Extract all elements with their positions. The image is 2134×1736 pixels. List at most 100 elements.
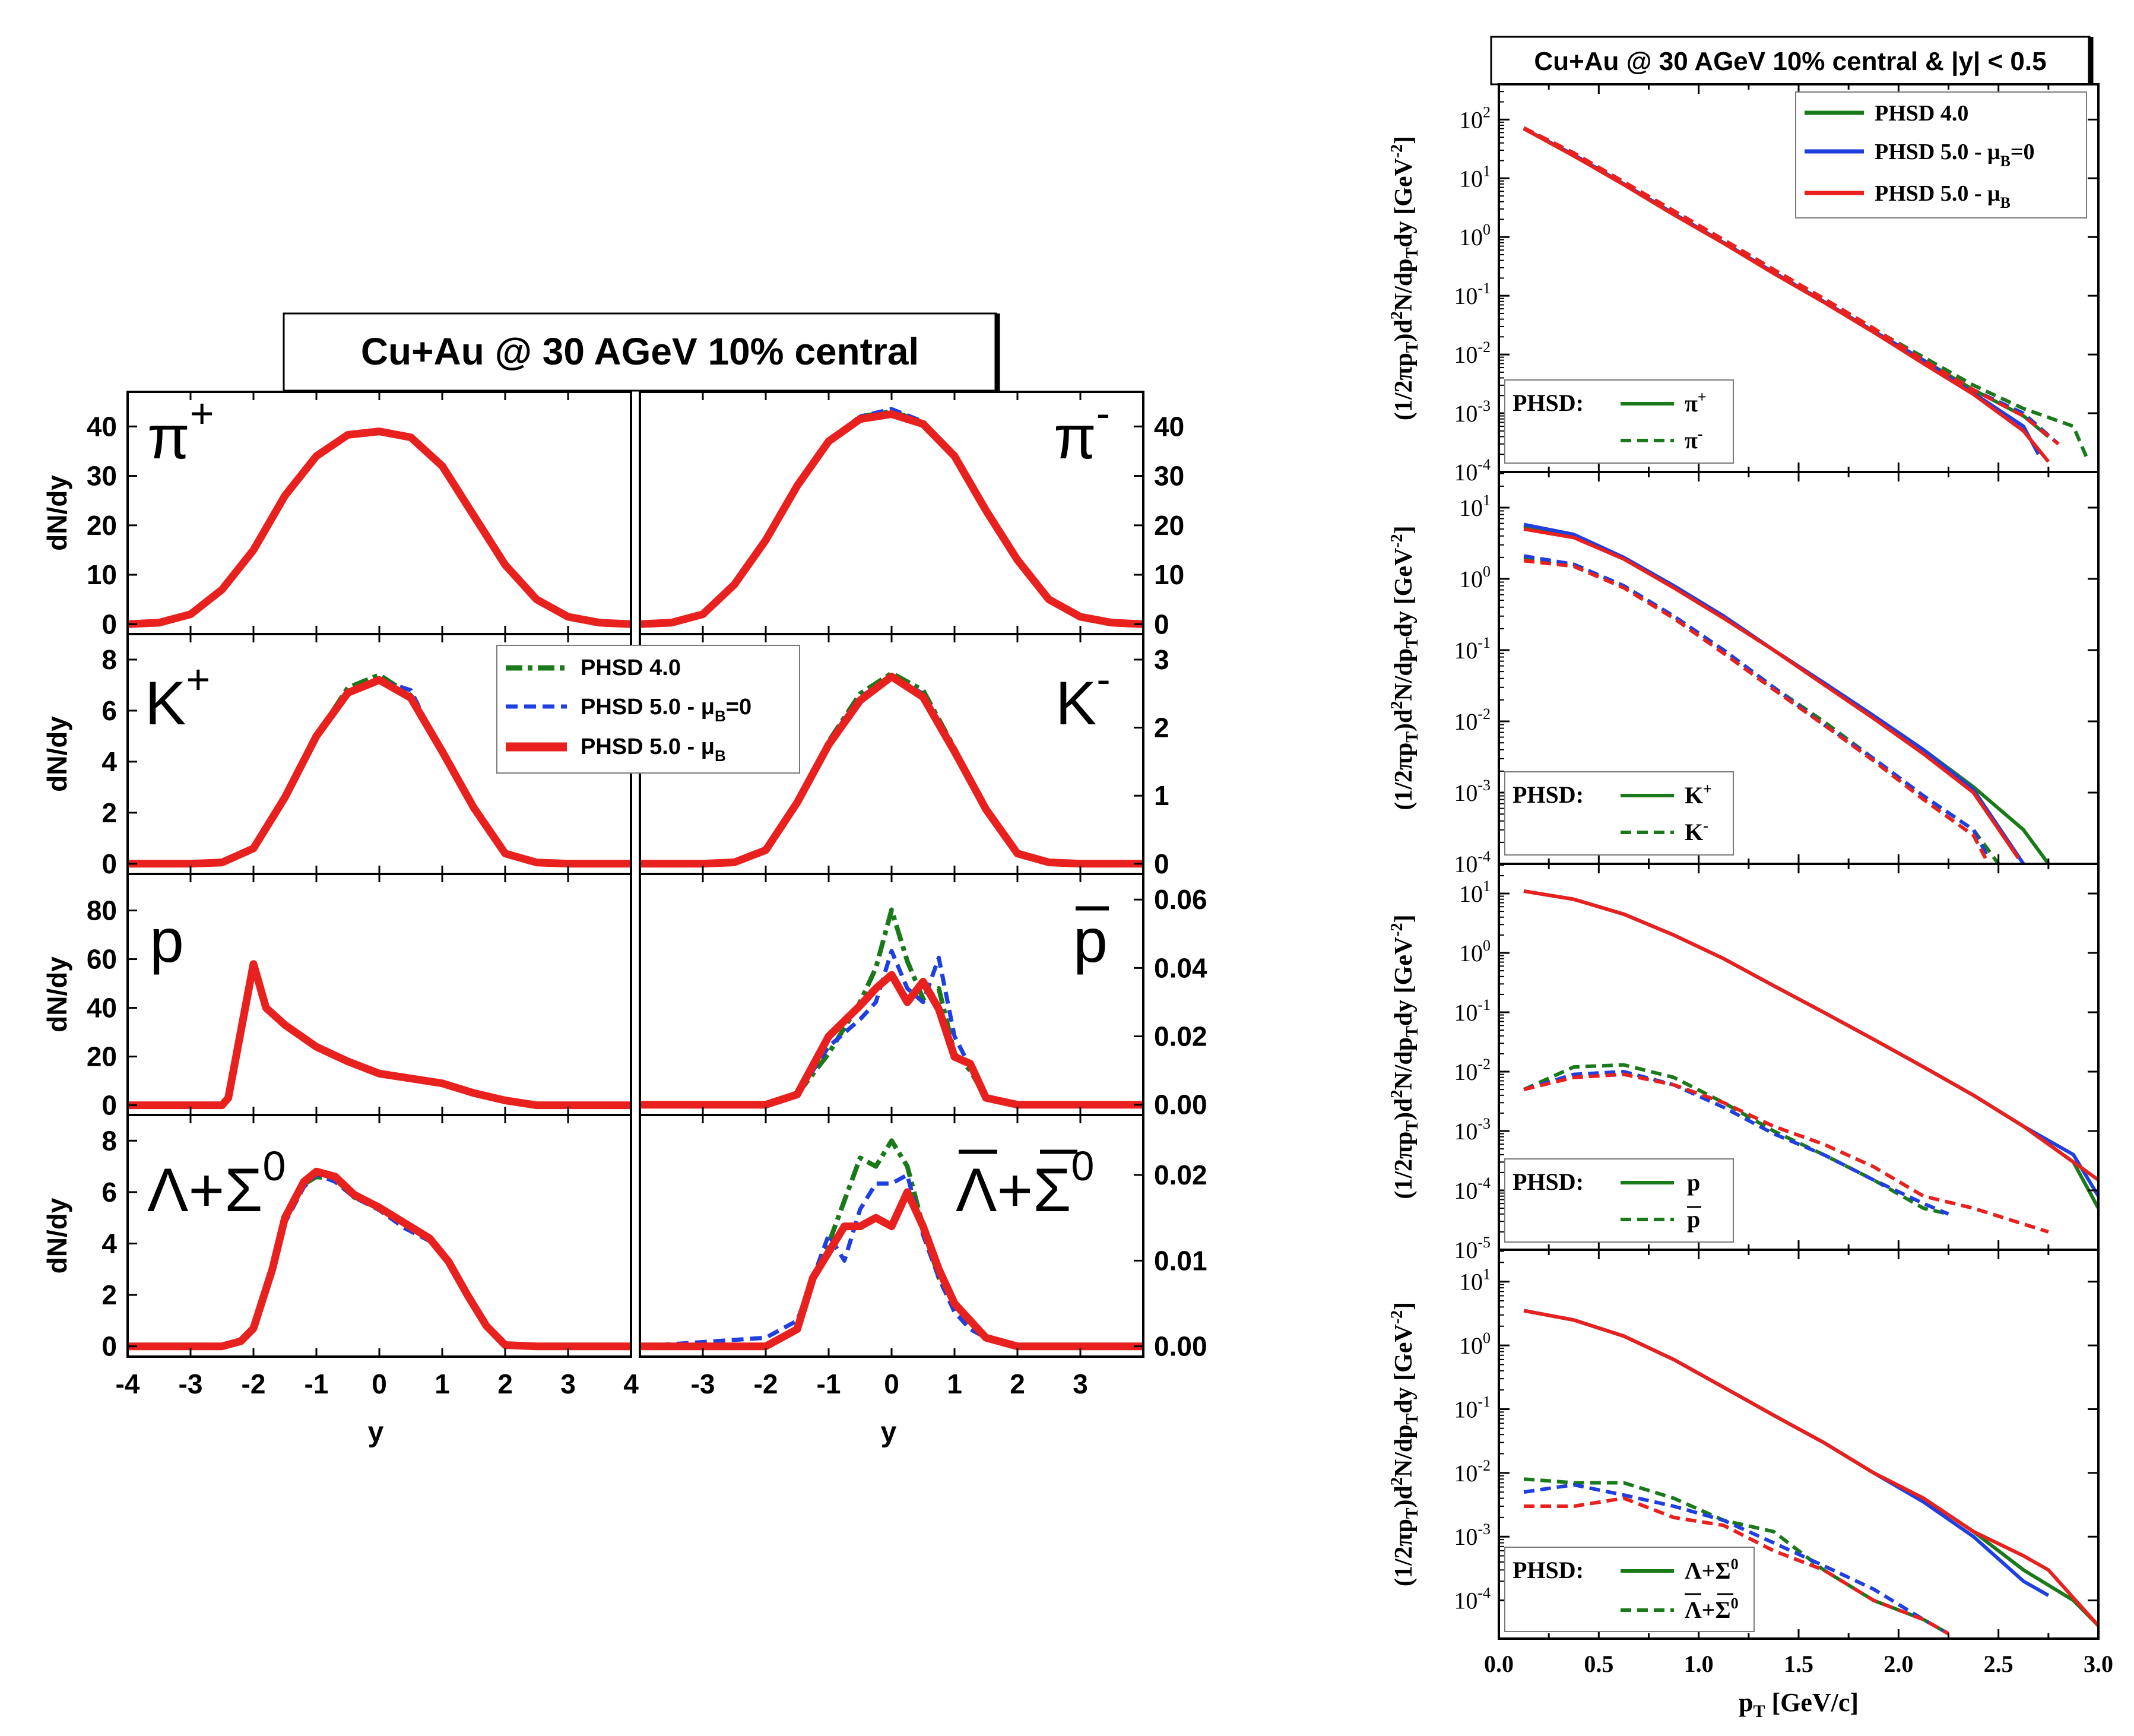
ytick-label: 0.01 [1154,1245,1207,1276]
xtick-label: -2 [242,1368,266,1399]
ytick-label: 20 [87,1041,117,1072]
series-antilambda_sigma-2 [640,1188,1143,1351]
ytick-label: 0.04 [1154,952,1207,983]
ytick-label: 6 [102,1177,117,1208]
legend-text-phsd5-mub: PHSD 5.0 - μB [581,734,726,765]
ytick-label: 0.00 [1154,1089,1207,1120]
panel-pt_pions: 10-410-310-210-1100101102(1/2πpT)d2N/dpT… [1388,83,2100,486]
xtick-label: -3 [691,1368,715,1399]
ytick-label: 2 [1154,712,1169,743]
ytick-label: 0.00 [1154,1331,1207,1362]
series-pt_protons-4 [1523,889,2098,1181]
left-xlabel-1: y [368,1417,384,1448]
ytick-label: 101 [1459,492,1491,521]
xtick-label: 0.5 [1584,1651,1613,1677]
series-pt_protons-1 [1523,1063,1949,1216]
series-pt_pions-1 [1523,126,2090,462]
inner-particle-lambda: Λ+Σ0 [1685,1556,1739,1584]
series-pt_lambdas-4 [1523,1309,2098,1627]
ytick-label: 0 [102,1331,117,1362]
left-plot-grid: 0102030400102030400246801230204060800.00… [42,391,1207,1399]
panel-frame [1498,1249,2100,1640]
series-pt_protons-5 [1523,1072,2049,1234]
ytick-label: 4 [102,746,117,777]
xtick-label: 3 [560,1368,576,1399]
inner-label: PHSD: [1512,1168,1584,1195]
series-lambda_sigma-2 [128,1167,631,1351]
ytick-label: 100 [1459,1329,1491,1359]
ytick-label: 10-4 [1454,848,1491,877]
ylabel-spectrum: (1/2πpT)d2N/dpTdy [GeV-2] [1388,525,1422,810]
ytick-label: 40 [87,993,117,1024]
series-pt_kaons-4 [1523,527,2020,860]
xtick-label: -4 [116,1368,140,1399]
legend-text-phsd5-mu0: PHSD 5.0 - μB=0 [581,695,752,725]
ytick-label: 30 [87,461,117,492]
series-k_minus-2 [640,673,1143,868]
panel-pt_lambdas: 10-410-310-210-1100101(1/2πpT)d2N/dpTdy … [1388,1249,2100,1640]
panel-antilambda_sigma: 0.00 0.01 0.02 [639,1114,1207,1362]
ytick-label: 0.02 [1154,1021,1207,1052]
ytick-label: 1 [1154,780,1169,811]
series-group [1523,126,2090,463]
ytick-label: 0.02 [1154,1160,1207,1190]
xtick-label: 3 [1073,1368,1088,1399]
series-group [1523,1309,2098,1636]
ylabel-spectrum: (1/2πpT)d2N/dpTdy [GeV-2] [1388,136,1422,420]
ytick-label: 10-5 [1454,1234,1491,1263]
panel-pi_minus: 0 10 20 30 40 [639,391,1184,639]
xtick-label: -1 [305,1368,329,1399]
panel-frame [126,1114,632,1358]
series-proton-2 [128,960,631,1110]
legend-text-phsd4: PHSD 4.0 [581,655,681,680]
ylabel-dndy: dN/dy [42,1198,72,1274]
series-pt_pions-4 [1523,127,2050,463]
ytick-label: 40 [87,411,117,442]
xtick-label: 2.0 [1883,1651,1913,1677]
inner-legend-lambdas: PHSD: Λ+Σ0 Λ+Σ0 [1504,1547,1755,1632]
inner-legend-pions: PHSD: π+ π- [1504,379,1734,464]
xtick-label: 1 [435,1368,450,1399]
ytick-label: 10-3 [1454,397,1491,427]
rlegend-text-phsd5-mu0: PHSD 5.0 - μB=0 [1875,140,2035,170]
right-title: Cu+Au @ 30 AGeV 10% central & |y| < 0.5 [1534,47,2046,77]
ytick-label: 30 [1154,461,1184,492]
left-title-box: Cu+Au @ 30 AGeV 10% central [283,312,1000,392]
ytick-label: 10 [1154,559,1184,590]
inner-particle-pi-plus: π+ [1685,388,1707,417]
panel-proton: 0 20 40 60 80 [87,873,632,1121]
series-pt_lambdas-3 [1523,1482,1949,1636]
ytick-label: 0 [102,848,117,879]
xtick-label: -2 [754,1368,778,1399]
inner-label: PHSD: [1512,1557,1584,1583]
ytick-label: 60 [87,944,117,975]
ytick-label: 40 [1154,411,1184,442]
ytick-label: 3 [1154,644,1169,675]
right-legend: PHSD 4.0 PHSD 5.0 - μB=0 PHSD 5.0 - μB [1795,91,2087,218]
series-group [1523,522,2050,864]
ytick-label: 2 [102,1279,117,1310]
left-xlabel-2: y [881,1417,897,1448]
ytick-label: 10 [87,559,117,590]
inner-label: PHSD: [1512,389,1584,416]
rlegend-text-phsd4: PHSD 4.0 [1875,101,1968,126]
inner-legend-kaons: PHSD: K+ K- [1504,771,1734,856]
panel-pt_kaons: 10-410-310-210-1100101(1/2πpT)d2N/dpTdy … [1388,471,2100,877]
xtick-label: 4 [623,1368,639,1399]
label-proton: p [150,907,184,975]
xtick-label: -3 [179,1368,203,1399]
ylabel-dndy: dN/dy [42,475,72,551]
right-title-box: Cu+Au @ 30 AGeV 10% central & |y| < 0.5 [1490,36,2094,85]
particle-labels: π+ π- K+ K- p p Λ+Σ0 Λ+Σ0 [145,390,1111,1225]
series-antiproton-2 [640,971,1143,1109]
ylabel-spectrum: (1/2πpT)d2N/dpTdy [GeV-2] [1388,1302,1422,1586]
ytick-label: 0 [102,609,117,639]
ylabel-dndy: dN/dy [42,716,72,792]
ylabel-spectrum: (1/2πpT)d2N/dpTdy [GeV-2] [1388,914,1422,1199]
xtick-label: 2 [497,1368,513,1399]
ytick-label: 20 [87,510,117,541]
ytick-label: 2 [102,797,117,828]
xtick-label: 1.0 [1684,1651,1714,1677]
series-pt_pions-5 [1523,126,2060,446]
